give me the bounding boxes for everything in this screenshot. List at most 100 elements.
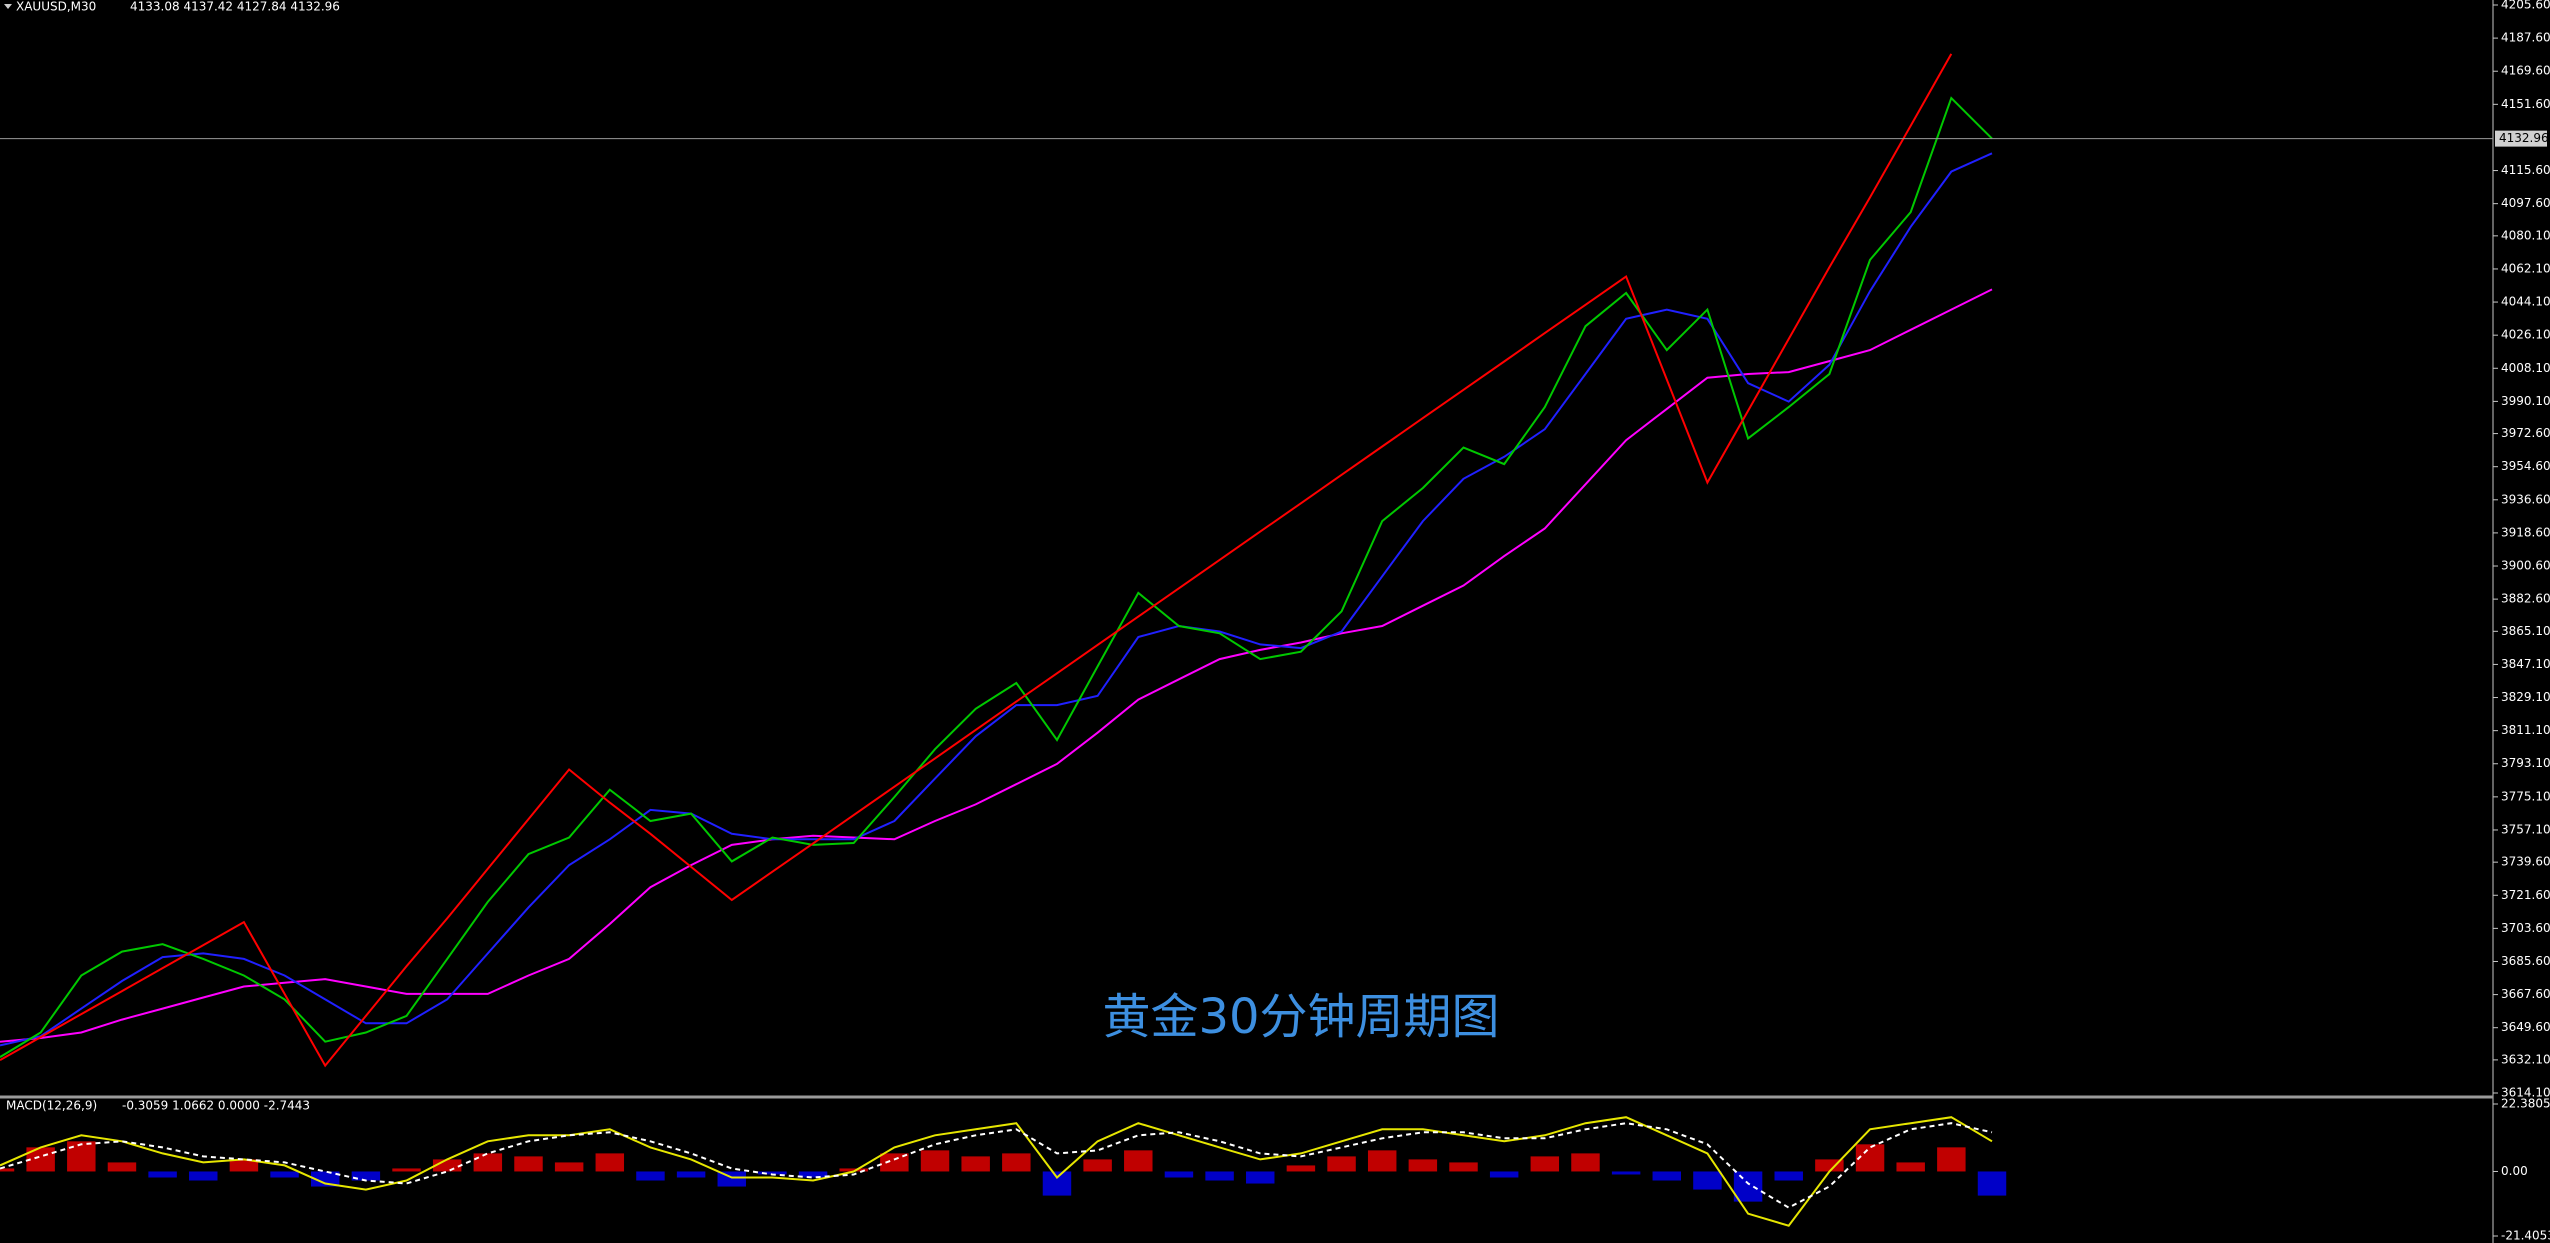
histogram-bar <box>1002 1153 1031 1172</box>
annotation: 黄金30分钟周期图 <box>1102 989 1499 1045</box>
y-tick-label: 22.3805 <box>2501 1097 2550 1111</box>
histogram-bar <box>107 1162 137 1172</box>
y-tick-label: 4115.60 <box>2501 163 2550 177</box>
histogram-bar <box>514 1156 543 1172</box>
histogram-bar <box>1815 1159 1844 1172</box>
histogram-bar <box>1124 1150 1153 1172</box>
histogram-bar <box>1611 1171 1641 1175</box>
histogram-bar <box>1408 1159 1438 1172</box>
series-line <box>0 1122 1993 1209</box>
y-tick-label: 3918.60 <box>2501 525 2550 539</box>
y-tick-label: 3775.10 <box>2501 789 2550 803</box>
y-tick-label: 4097.60 <box>2501 196 2550 210</box>
y-tick-label: 3667.60 <box>2501 987 2550 1001</box>
y-tick-label: 3632.10 <box>2501 1052 2550 1066</box>
histogram-bar <box>1327 1156 1356 1172</box>
y-tick-label: 4205.60 <box>2501 0 2550 12</box>
chart-subtitle: 4133.08 4137.42 4127.84 4132.96 <box>130 0 340 14</box>
histogram-bar <box>1449 1162 1478 1172</box>
histogram-bar <box>392 1168 421 1172</box>
y-tick-label: 4062.10 <box>2501 261 2550 275</box>
histogram-bar <box>880 1153 909 1172</box>
macd-subtitle: -0.3059 1.0662 0.0000 -2.7443 <box>122 1099 310 1113</box>
histogram-bar <box>1530 1156 1560 1172</box>
histogram-bar <box>1733 1171 1763 1202</box>
histogram-bar <box>758 1171 787 1175</box>
histogram-bar <box>0 1168 15 1172</box>
y-tick-label: 3936.60 <box>2501 492 2550 506</box>
histogram-bar <box>1489 1171 1519 1178</box>
histogram-bar <box>839 1168 868 1172</box>
y-tick-label: 4169.60 <box>2501 64 2550 78</box>
y-tick-label: 3900.60 <box>2501 559 2550 573</box>
histogram-bar <box>473 1153 503 1172</box>
histogram-bar <box>1774 1171 1803 1181</box>
y-tick-label: 3793.10 <box>2501 756 2550 770</box>
y-tick-label: 3829.10 <box>2501 690 2550 704</box>
histogram-bar <box>636 1171 665 1181</box>
histogram-bar <box>1571 1153 1600 1172</box>
current-price-box <box>2495 130 2547 147</box>
y-tick-label: 3847.10 <box>2501 657 2550 671</box>
series-line <box>0 152 1993 1047</box>
y-tick-label: 3703.60 <box>2501 921 2550 935</box>
histogram-bar <box>270 1171 299 1178</box>
y-tick-label: 3685.60 <box>2501 954 2550 968</box>
y-tick-label: 3811.10 <box>2501 723 2550 737</box>
y-tick-label: 3882.60 <box>2501 592 2550 606</box>
histogram-bar <box>1205 1171 1234 1181</box>
y-tick-label: 3739.60 <box>2501 855 2550 869</box>
histogram-bar <box>595 1153 625 1172</box>
y-tick-label: 3757.10 <box>2501 822 2550 836</box>
histogram-bar <box>148 1171 177 1178</box>
histogram-bar <box>1286 1165 1316 1172</box>
y-tick-label: 3990.10 <box>2501 394 2550 408</box>
series-line <box>0 53 1953 1068</box>
histogram-bar <box>554 1162 584 1172</box>
histogram-bar <box>1896 1162 1925 1172</box>
histogram-bar <box>798 1171 828 1178</box>
histogram-bar <box>67 1141 96 1172</box>
y-tick-label: 4151.60 <box>2501 97 2550 111</box>
y-tick-label: 4026.10 <box>2501 328 2550 342</box>
histogram-bar <box>310 1171 340 1187</box>
y-tick-label: 3954.60 <box>2501 459 2550 473</box>
y-tick-label: 3865.10 <box>2501 624 2550 638</box>
y-tick-label: 4008.10 <box>2501 361 2550 375</box>
series-line <box>0 1116 1993 1227</box>
current-price-label: 4132.96 <box>2499 131 2549 145</box>
y-tick-label: 3614.10 <box>2501 1086 2550 1100</box>
y-tick-label: 4187.60 <box>2501 31 2550 45</box>
histogram-bar <box>1977 1171 2007 1196</box>
histogram-bar <box>1855 1144 1885 1172</box>
histogram-bar <box>676 1171 706 1178</box>
y-tick-label: 0.00 <box>2501 1164 2528 1178</box>
histogram-bar <box>1164 1171 1194 1178</box>
histogram-bar <box>961 1156 990 1172</box>
y-tick-label: 4044.10 <box>2501 295 2550 309</box>
histogram-bar <box>1083 1159 1112 1172</box>
histogram-bar <box>1652 1171 1682 1181</box>
y-tick-label: -21.4053 <box>2501 1229 2550 1243</box>
histogram-bar <box>1367 1150 1397 1172</box>
histogram-bar <box>1693 1171 1722 1190</box>
histogram-bar <box>351 1171 381 1181</box>
series-line <box>0 96 1993 1058</box>
histogram-bar <box>920 1150 950 1172</box>
y-tick-label: 3972.60 <box>2501 426 2550 440</box>
histogram-bar <box>1246 1171 1275 1184</box>
y-tick-label: 4080.10 <box>2501 228 2550 242</box>
histogram-bar <box>229 1159 259 1172</box>
y-tick-label: 3649.60 <box>2501 1020 2550 1034</box>
macd-title: MACD(12,26,9) <box>6 1099 97 1113</box>
y-tick-label: 3721.60 <box>2501 888 2550 902</box>
series-line <box>0 288 1993 1043</box>
chart-title: XAUUSD,M30 <box>16 0 96 14</box>
histogram-bar <box>189 1171 218 1181</box>
histogram-bar <box>1937 1147 1966 1172</box>
histogram-bar <box>1042 1171 1072 1196</box>
menu-arrow[interactable] <box>4 4 12 9</box>
